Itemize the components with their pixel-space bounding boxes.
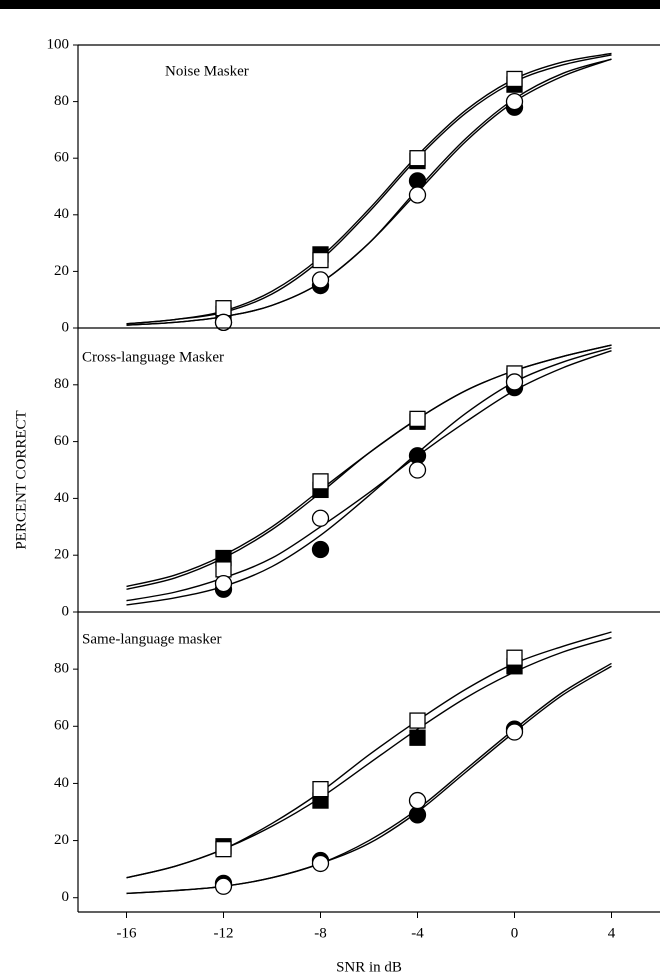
circle-marker [408,806,427,824]
y-tick-label: 60 [54,150,69,166]
y-tick-label: 0 [62,889,70,905]
square-marker [312,473,329,490]
panel-title: Noise Masker [165,63,249,79]
circle-marker [311,854,330,873]
y-tick-label: 100 [47,36,70,52]
y-tick-label: 60 [54,433,69,449]
fit-curve [126,58,612,326]
y-tick-label: 0 [62,603,70,619]
circle-marker [408,791,427,810]
y-tick-label: 20 [54,832,69,848]
fit-curve [126,344,612,588]
y-tick-label: 80 [54,661,69,677]
top-rule [0,0,660,9]
fit-curve [126,347,612,606]
square-marker [506,649,523,666]
panel-title: Cross-language Masker [82,349,224,365]
x-tick-label: 0 [511,925,519,941]
fit-curve [126,637,612,879]
panel-title: Same-language masker [82,631,222,647]
square-marker [506,70,523,88]
fit-curve [126,54,612,325]
y-axis-label: PERCENT CORRECT [13,410,29,549]
circle-marker [408,461,427,479]
x-tick-label: -16 [117,925,137,941]
circle-marker [311,509,330,527]
x-tick-label: -8 [314,925,327,941]
circle-marker [505,723,524,741]
square-marker [312,251,329,269]
y-tick-label: 40 [54,490,69,506]
square-marker [409,729,426,746]
x-tick-label: 4 [608,925,616,941]
x-tick-label: -4 [411,925,424,941]
y-tick-label: 0 [62,319,70,335]
y-tick-label: 40 [54,775,69,791]
square-marker [215,300,232,317]
circle-marker [214,574,233,593]
y-tick-label: 20 [54,263,69,279]
y-tick-label: 80 [54,93,69,109]
y-tick-label: 60 [54,718,69,734]
fit-curve [126,52,612,325]
square-marker [215,561,232,578]
y-tick-label: 80 [54,376,69,392]
y-tick-label: 40 [54,206,69,222]
circle-marker [505,92,524,111]
fit-curve [126,344,612,590]
y-tick-label: 20 [54,547,69,563]
fit-curve [126,58,612,326]
circle-marker [505,373,524,391]
circle-marker [408,186,427,204]
fit-curve [126,350,612,602]
x-axis-label: SNR in dB [336,959,402,975]
circle-marker [311,540,330,559]
circle-marker [214,877,233,895]
square-marker [409,410,426,428]
square-marker [409,150,426,167]
circle-marker [214,313,233,331]
square-marker [215,840,232,858]
fit-curve [126,665,612,895]
x-tick-label: -12 [214,925,234,941]
circle-marker [311,271,330,289]
square-marker [312,780,329,798]
square-marker [409,712,426,729]
